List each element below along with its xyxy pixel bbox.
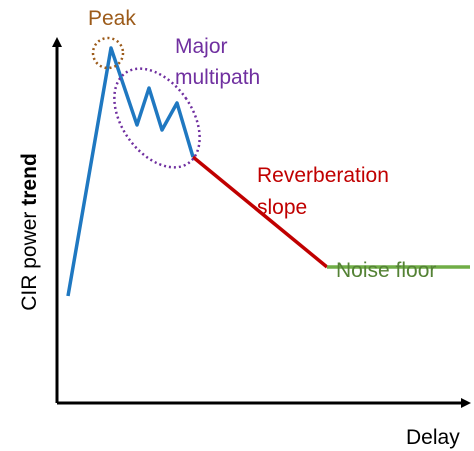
reverberation-line [191, 155, 329, 269]
noise-label: Noise floor [336, 259, 436, 282]
y-axis-label: CIR power trend [18, 153, 41, 311]
multipath-label: multipath [175, 66, 260, 89]
reverberation-label: Reverberation [257, 164, 389, 187]
multipath-curve [66, 46, 195, 297]
reverberation-label: slope [257, 196, 307, 219]
y-axis-label-bold: trend [18, 153, 41, 206]
peak-label: Peak [88, 7, 136, 30]
x-axis-label: Delay [406, 426, 460, 449]
peak-circle [91, 36, 125, 70]
y-axis-label-text: CIR power [18, 212, 41, 311]
multipath-label: Major [175, 35, 228, 58]
multipath-ellipse [113, 67, 201, 169]
